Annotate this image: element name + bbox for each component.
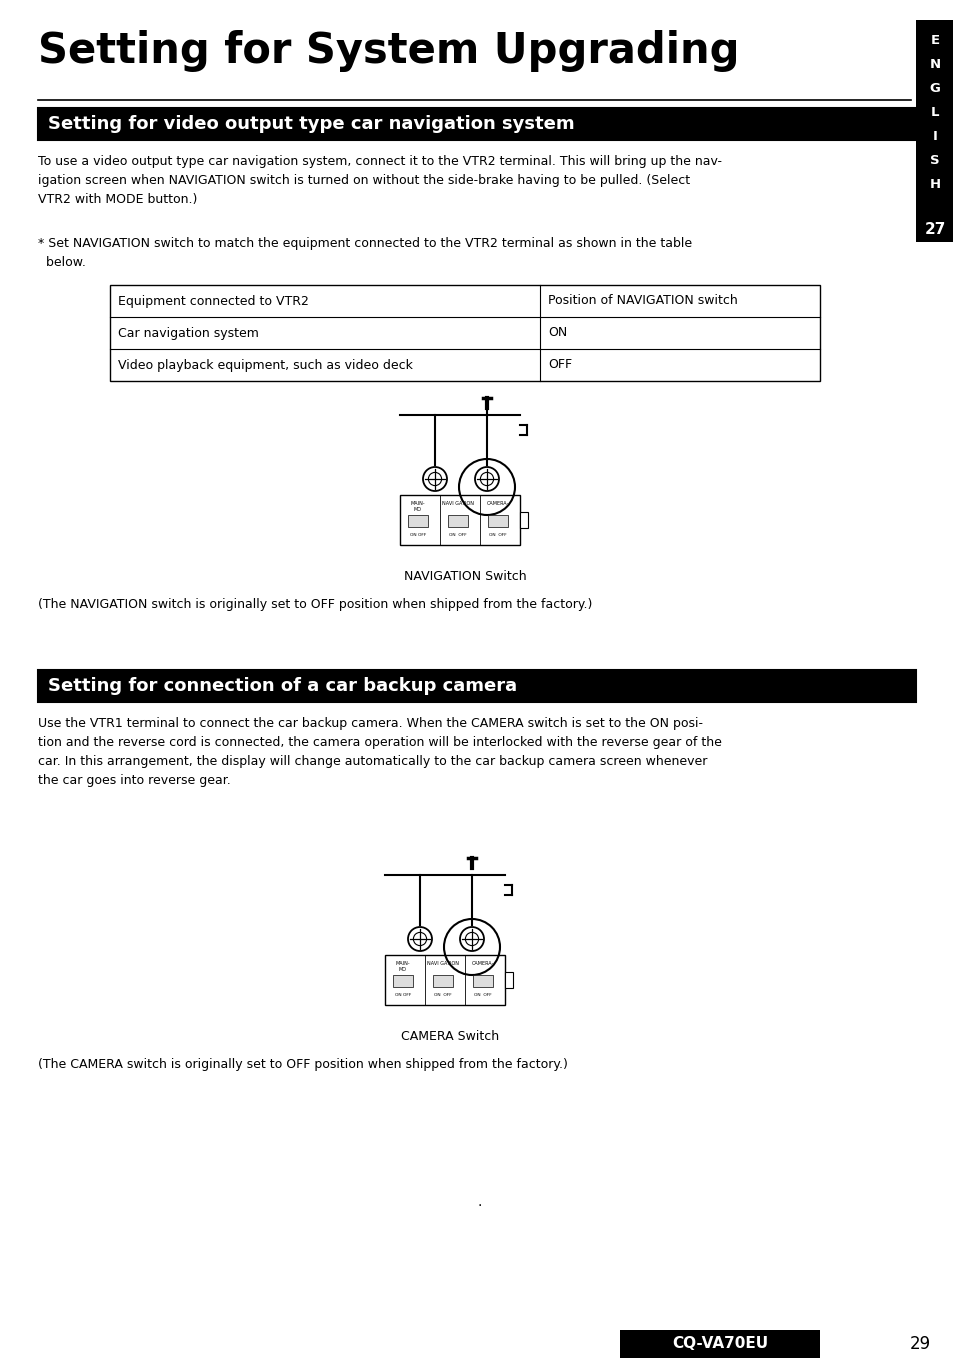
Text: Car navigation system: Car navigation system [118, 326, 258, 340]
Text: Setting for System Upgrading: Setting for System Upgrading [38, 30, 739, 73]
Text: .: . [477, 1195, 481, 1209]
Text: CAMERA Switch: CAMERA Switch [400, 1029, 498, 1043]
Text: NAVI GATION: NAVI GATION [441, 501, 474, 507]
FancyBboxPatch shape [110, 285, 820, 381]
Text: CQ-VA70EU: CQ-VA70EU [671, 1336, 767, 1351]
FancyBboxPatch shape [393, 975, 413, 987]
Text: (The CAMERA switch is originally set to OFF position when shipped from the facto: (The CAMERA switch is originally set to … [38, 1058, 567, 1071]
Text: NAVIGATION Switch: NAVIGATION Switch [403, 570, 526, 583]
Text: L: L [930, 105, 939, 119]
Text: E: E [929, 33, 939, 47]
Text: MAIN-
MO: MAIN- MO [395, 961, 410, 972]
FancyBboxPatch shape [915, 216, 953, 242]
FancyBboxPatch shape [433, 975, 453, 987]
Text: 29: 29 [908, 1335, 929, 1353]
FancyBboxPatch shape [915, 21, 953, 220]
Text: OFF: OFF [547, 359, 572, 371]
FancyBboxPatch shape [448, 515, 468, 527]
Text: 27: 27 [923, 222, 944, 237]
Text: MAIN-
MO: MAIN- MO [410, 501, 425, 512]
Text: NAVI GATION: NAVI GATION [427, 961, 458, 967]
Text: ON  OFF: ON OFF [474, 993, 492, 997]
Text: Use the VTR1 terminal to connect the car backup camera. When the CAMERA switch i: Use the VTR1 terminal to connect the car… [38, 717, 721, 787]
FancyBboxPatch shape [488, 515, 507, 527]
Text: ON OFF: ON OFF [410, 533, 426, 537]
Text: ON  OFF: ON OFF [449, 533, 466, 537]
Text: N: N [928, 57, 940, 70]
Text: To use a video output type car navigation system, connect it to the VTR2 termina: To use a video output type car navigatio… [38, 155, 721, 205]
FancyBboxPatch shape [399, 496, 519, 545]
FancyBboxPatch shape [619, 1331, 820, 1358]
Text: Video playback equipment, such as video deck: Video playback equipment, such as video … [118, 359, 413, 371]
Text: H: H [928, 178, 940, 190]
Text: ON: ON [547, 326, 567, 340]
FancyBboxPatch shape [473, 975, 493, 987]
FancyBboxPatch shape [38, 108, 915, 140]
Text: CAMERA-: CAMERA- [472, 961, 494, 967]
Text: Position of NAVIGATION switch: Position of NAVIGATION switch [547, 294, 737, 308]
FancyBboxPatch shape [519, 512, 527, 528]
Text: Setting for connection of a car backup camera: Setting for connection of a car backup c… [48, 678, 517, 695]
FancyBboxPatch shape [408, 515, 428, 527]
Text: * Set NAVIGATION switch to match the equipment connected to the VTR2 terminal as: * Set NAVIGATION switch to match the equ… [38, 237, 691, 268]
FancyBboxPatch shape [38, 669, 915, 702]
Text: ON  OFF: ON OFF [489, 533, 506, 537]
Text: Equipment connected to VTR2: Equipment connected to VTR2 [118, 294, 309, 308]
FancyBboxPatch shape [385, 956, 504, 1005]
Text: ON  OFF: ON OFF [434, 993, 452, 997]
Text: ON OFF: ON OFF [395, 993, 411, 997]
FancyBboxPatch shape [504, 972, 513, 988]
Text: G: G [928, 82, 940, 94]
Text: I: I [932, 130, 937, 142]
Text: S: S [929, 153, 939, 167]
Text: Setting for video output type car navigation system: Setting for video output type car naviga… [48, 115, 574, 133]
Text: (The NAVIGATION switch is originally set to OFF position when shipped from the f: (The NAVIGATION switch is originally set… [38, 598, 592, 611]
Text: CAMERA-: CAMERA- [486, 501, 509, 507]
